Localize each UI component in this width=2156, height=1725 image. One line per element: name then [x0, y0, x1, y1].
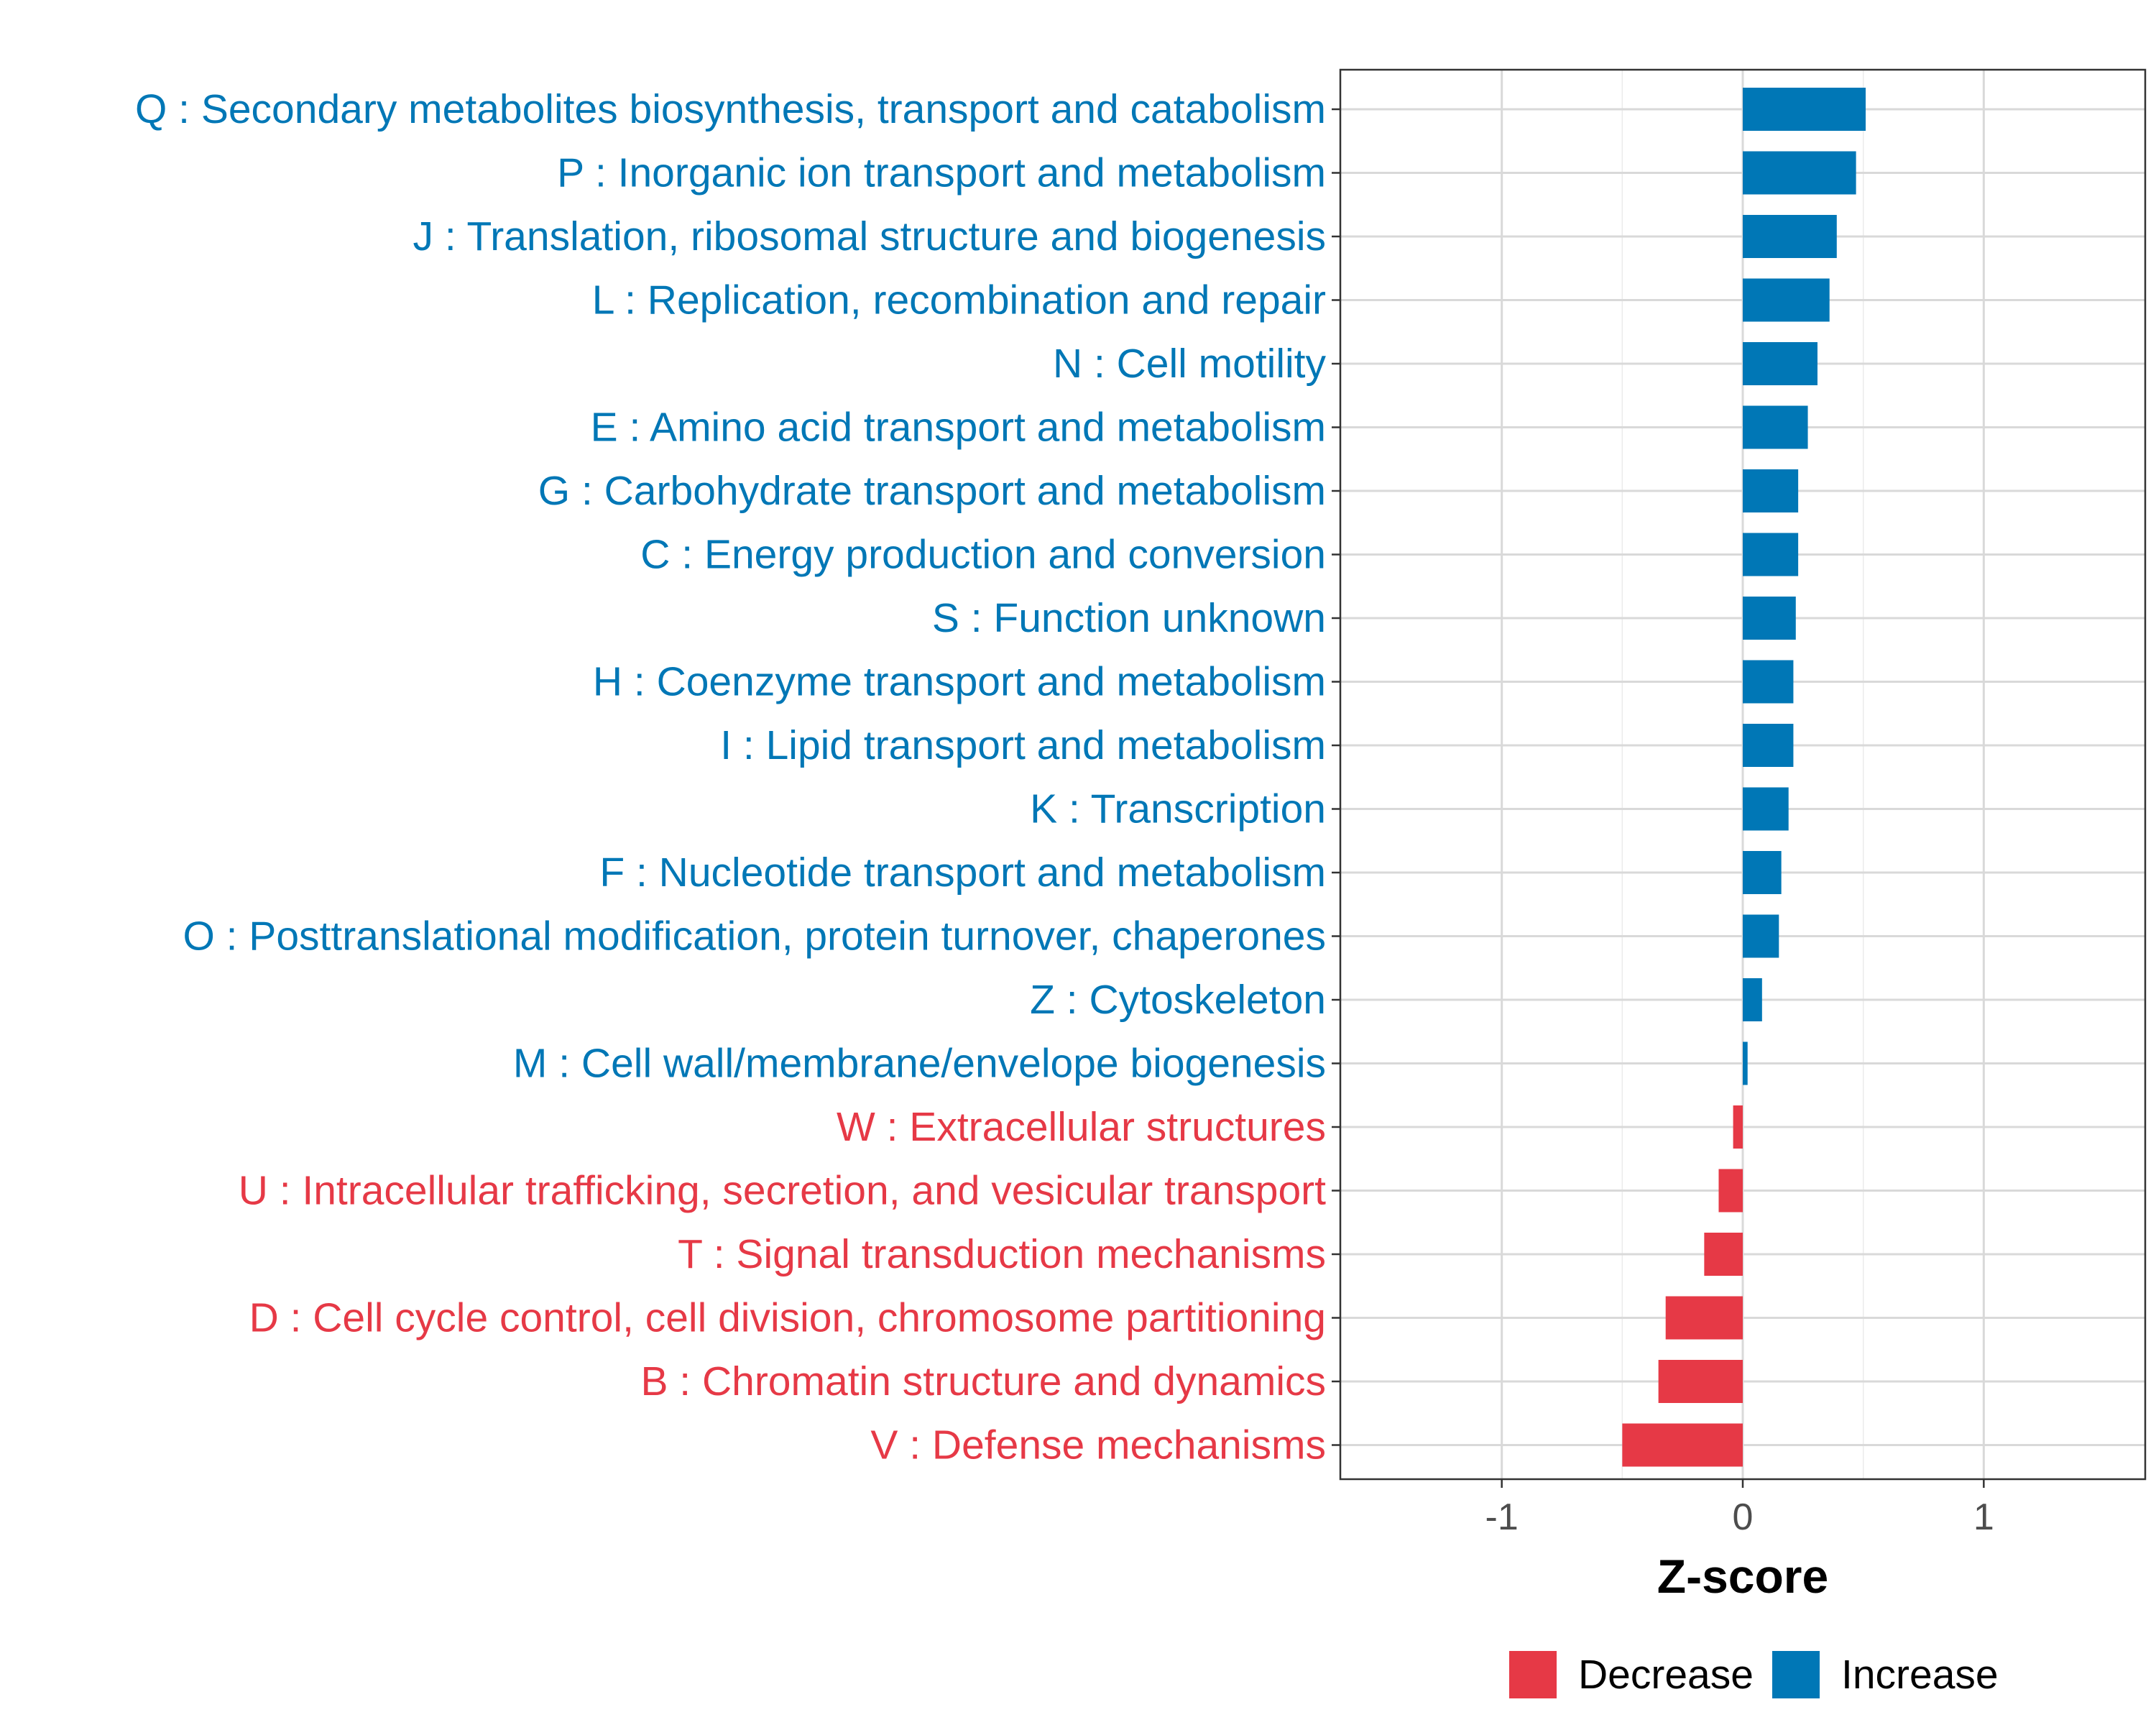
- category-label: L : Replication, recombination and repai…: [592, 277, 1326, 323]
- y-tick-layer: [1332, 108, 1340, 1446]
- category-label: S : Function unknown: [932, 595, 1326, 641]
- bar: [1743, 151, 1856, 195]
- bar: [1743, 1041, 1748, 1085]
- bar: [1743, 342, 1818, 385]
- category-label: J : Translation, ribosomal structure and…: [413, 213, 1326, 259]
- bar: [1743, 278, 1830, 322]
- bar: [1743, 660, 1794, 704]
- bar: [1733, 1105, 1743, 1149]
- bar: [1743, 469, 1799, 512]
- category-label: P : Inorganic ion transport and metaboli…: [557, 150, 1326, 196]
- category-label: Z : Cytoskeleton: [1030, 977, 1326, 1023]
- bar: [1743, 851, 1782, 894]
- x-tick-label: 1: [1973, 1496, 1994, 1538]
- category-label: H : Coenzyme transport and metabolism: [593, 659, 1326, 705]
- category-label: K : Transcription: [1030, 786, 1326, 832]
- legend-entry-increase: Increase: [1772, 1651, 1999, 1698]
- category-label: M : Cell wall/membrane/envelope biogenes…: [513, 1041, 1326, 1087]
- legend-swatch: [1509, 1651, 1557, 1698]
- legend-entry-decrease: Decrease: [1509, 1651, 1754, 1698]
- legend-label: Increase: [1841, 1652, 1999, 1698]
- bar: [1743, 533, 1799, 576]
- category-label: N : Cell motility: [1053, 341, 1327, 387]
- category-label: Q : Secondary metabolites biosynthesis, …: [135, 86, 1326, 132]
- bar: [1743, 88, 1866, 131]
- category-label: F : Nucleotide transport and metabolism: [599, 850, 1326, 896]
- category-label: E : Amino acid transport and metabolism: [591, 405, 1326, 451]
- x-axis-title: Z-score: [1657, 1550, 1828, 1603]
- category-label: V : Defense mechanisms: [870, 1422, 1326, 1468]
- bar: [1718, 1169, 1743, 1213]
- bar: [1743, 914, 1779, 958]
- x-tick-label: -1: [1485, 1496, 1519, 1538]
- category-label: G : Carbohydrate transport and metabolis…: [538, 468, 1326, 514]
- bar: [1743, 724, 1794, 767]
- legend-label: Decrease: [1578, 1652, 1754, 1698]
- x-tick-layer: -1 0 1: [1485, 1479, 1994, 1538]
- category-label: W : Extracellular structures: [837, 1104, 1326, 1150]
- bar-layer: [1622, 88, 1866, 1467]
- bar: [1622, 1423, 1743, 1467]
- category-label-layer: Q : Secondary metabolites biosynthesis, …: [135, 86, 1327, 1468]
- category-label: D : Cell cycle control, cell division, c…: [249, 1295, 1326, 1341]
- bar: [1658, 1360, 1743, 1403]
- category-label: U : Intracellular trafficking, secretion…: [239, 1168, 1326, 1214]
- legend-swatch: [1772, 1651, 1820, 1698]
- bar: [1743, 405, 1808, 449]
- bar: [1704, 1233, 1743, 1276]
- category-label: T : Signal transduction mechanisms: [678, 1231, 1326, 1277]
- category-label: I : Lipid transport and metabolism: [720, 722, 1326, 768]
- bar: [1743, 978, 1762, 1021]
- bar: [1743, 215, 1837, 258]
- category-label: O : Posttranslational modification, prot…: [183, 914, 1326, 960]
- category-label: C : Energy production and conversion: [640, 532, 1326, 578]
- bar: [1743, 787, 1789, 831]
- category-label: B : Chromatin structure and dynamics: [640, 1358, 1326, 1404]
- bar: [1743, 597, 1796, 640]
- legend: Decrease Increase: [1509, 1651, 1999, 1698]
- x-tick-label: 0: [1733, 1496, 1754, 1538]
- bar: [1665, 1296, 1743, 1340]
